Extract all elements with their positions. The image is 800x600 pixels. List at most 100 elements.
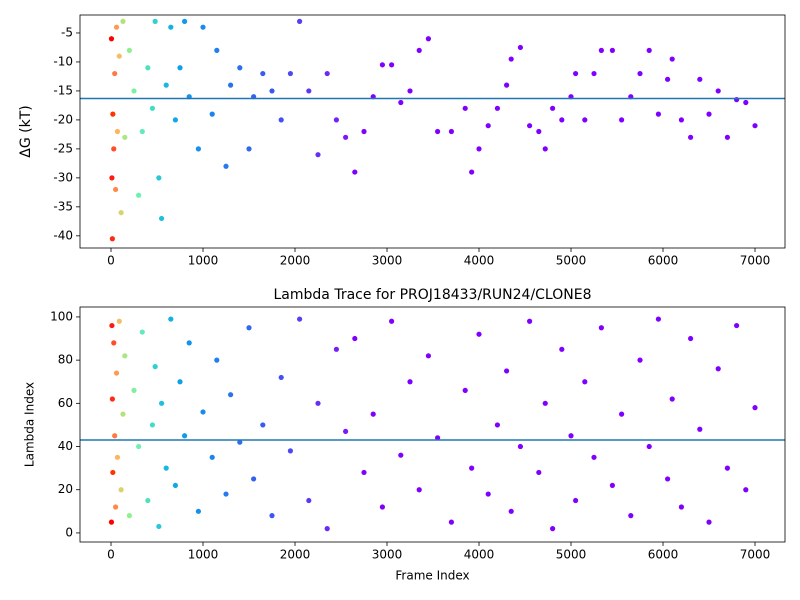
x-tick-label: 7000 — [740, 254, 771, 268]
point — [139, 128, 145, 135]
point — [598, 47, 604, 53]
point — [688, 134, 694, 140]
y-tick-label: -30 — [53, 170, 73, 184]
point — [591, 70, 597, 77]
point — [122, 134, 128, 140]
x-tick-label: 4000 — [464, 254, 495, 268]
point — [110, 111, 116, 117]
point — [131, 88, 137, 94]
y-tick-label: 80 — [58, 353, 73, 367]
point — [598, 325, 604, 331]
y-tick-label: -25 — [53, 141, 73, 155]
point — [116, 318, 122, 324]
point — [109, 236, 115, 242]
x-tick-label: 1000 — [188, 254, 219, 268]
x-tick-label: 6000 — [648, 548, 679, 562]
point — [297, 18, 303, 24]
point — [469, 465, 475, 471]
point — [655, 111, 662, 117]
point — [665, 476, 671, 482]
point — [582, 379, 588, 385]
point — [112, 433, 118, 439]
y-tick-label: 0 — [65, 525, 73, 539]
point — [131, 387, 137, 393]
point — [333, 117, 340, 123]
point — [743, 99, 749, 106]
point — [435, 128, 441, 135]
point — [536, 128, 542, 135]
point — [126, 513, 133, 519]
point — [628, 513, 634, 519]
point — [361, 128, 367, 135]
y-axis-label: ΔG (kT) — [18, 105, 34, 157]
y-tick-label: -15 — [53, 83, 73, 97]
point — [517, 44, 524, 51]
point — [425, 353, 432, 359]
point — [379, 62, 386, 68]
point — [209, 111, 215, 117]
point — [145, 497, 151, 504]
x-tick-label: 5000 — [556, 254, 587, 268]
point — [113, 370, 120, 376]
point — [462, 105, 468, 111]
point — [269, 513, 275, 519]
point — [352, 335, 358, 342]
x-tick-label: 5000 — [556, 548, 587, 562]
x-axis-label: Frame Index — [395, 569, 469, 583]
x-tick-label: 4000 — [464, 548, 495, 562]
point — [118, 210, 124, 216]
point — [177, 379, 183, 385]
point — [109, 322, 115, 329]
point — [228, 392, 234, 398]
point — [494, 105, 501, 111]
point — [306, 497, 312, 504]
point — [200, 24, 206, 30]
point — [550, 526, 556, 532]
point — [172, 482, 179, 489]
point — [278, 117, 284, 123]
axes-frame — [79, 14, 786, 249]
point — [504, 368, 510, 374]
point — [114, 128, 121, 135]
x-tick-label: 3000 — [372, 548, 403, 562]
point — [120, 411, 126, 417]
point — [297, 316, 303, 322]
point — [609, 482, 616, 489]
point — [149, 422, 156, 428]
point — [389, 318, 395, 324]
point — [136, 192, 142, 198]
point — [669, 396, 675, 402]
point — [619, 411, 625, 417]
point — [287, 70, 294, 77]
point — [237, 65, 243, 71]
y-tick-label: 100 — [50, 309, 73, 323]
point — [637, 357, 643, 363]
chart-title: Lambda Trace for PROJ18433/RUN24/CLONE8 — [274, 287, 592, 303]
point — [324, 70, 330, 77]
point — [278, 374, 284, 381]
point — [435, 435, 441, 441]
x-tick-label: 2000 — [280, 254, 311, 268]
y-tick-label: -35 — [53, 199, 73, 213]
point — [637, 70, 643, 77]
point — [111, 340, 117, 346]
point — [126, 47, 133, 53]
point — [646, 443, 652, 450]
point — [416, 47, 422, 53]
point — [108, 36, 115, 42]
y-tick-label: -10 — [53, 54, 73, 68]
point — [109, 175, 115, 181]
point — [379, 504, 386, 510]
point — [752, 123, 758, 129]
point — [508, 508, 514, 514]
point — [260, 70, 266, 77]
point — [114, 454, 121, 460]
point — [214, 357, 220, 363]
point — [485, 491, 491, 497]
y-tick-label: 60 — [58, 396, 73, 410]
point — [186, 340, 192, 346]
point — [504, 82, 510, 88]
point — [591, 454, 597, 460]
point — [315, 152, 321, 158]
point — [111, 146, 117, 152]
